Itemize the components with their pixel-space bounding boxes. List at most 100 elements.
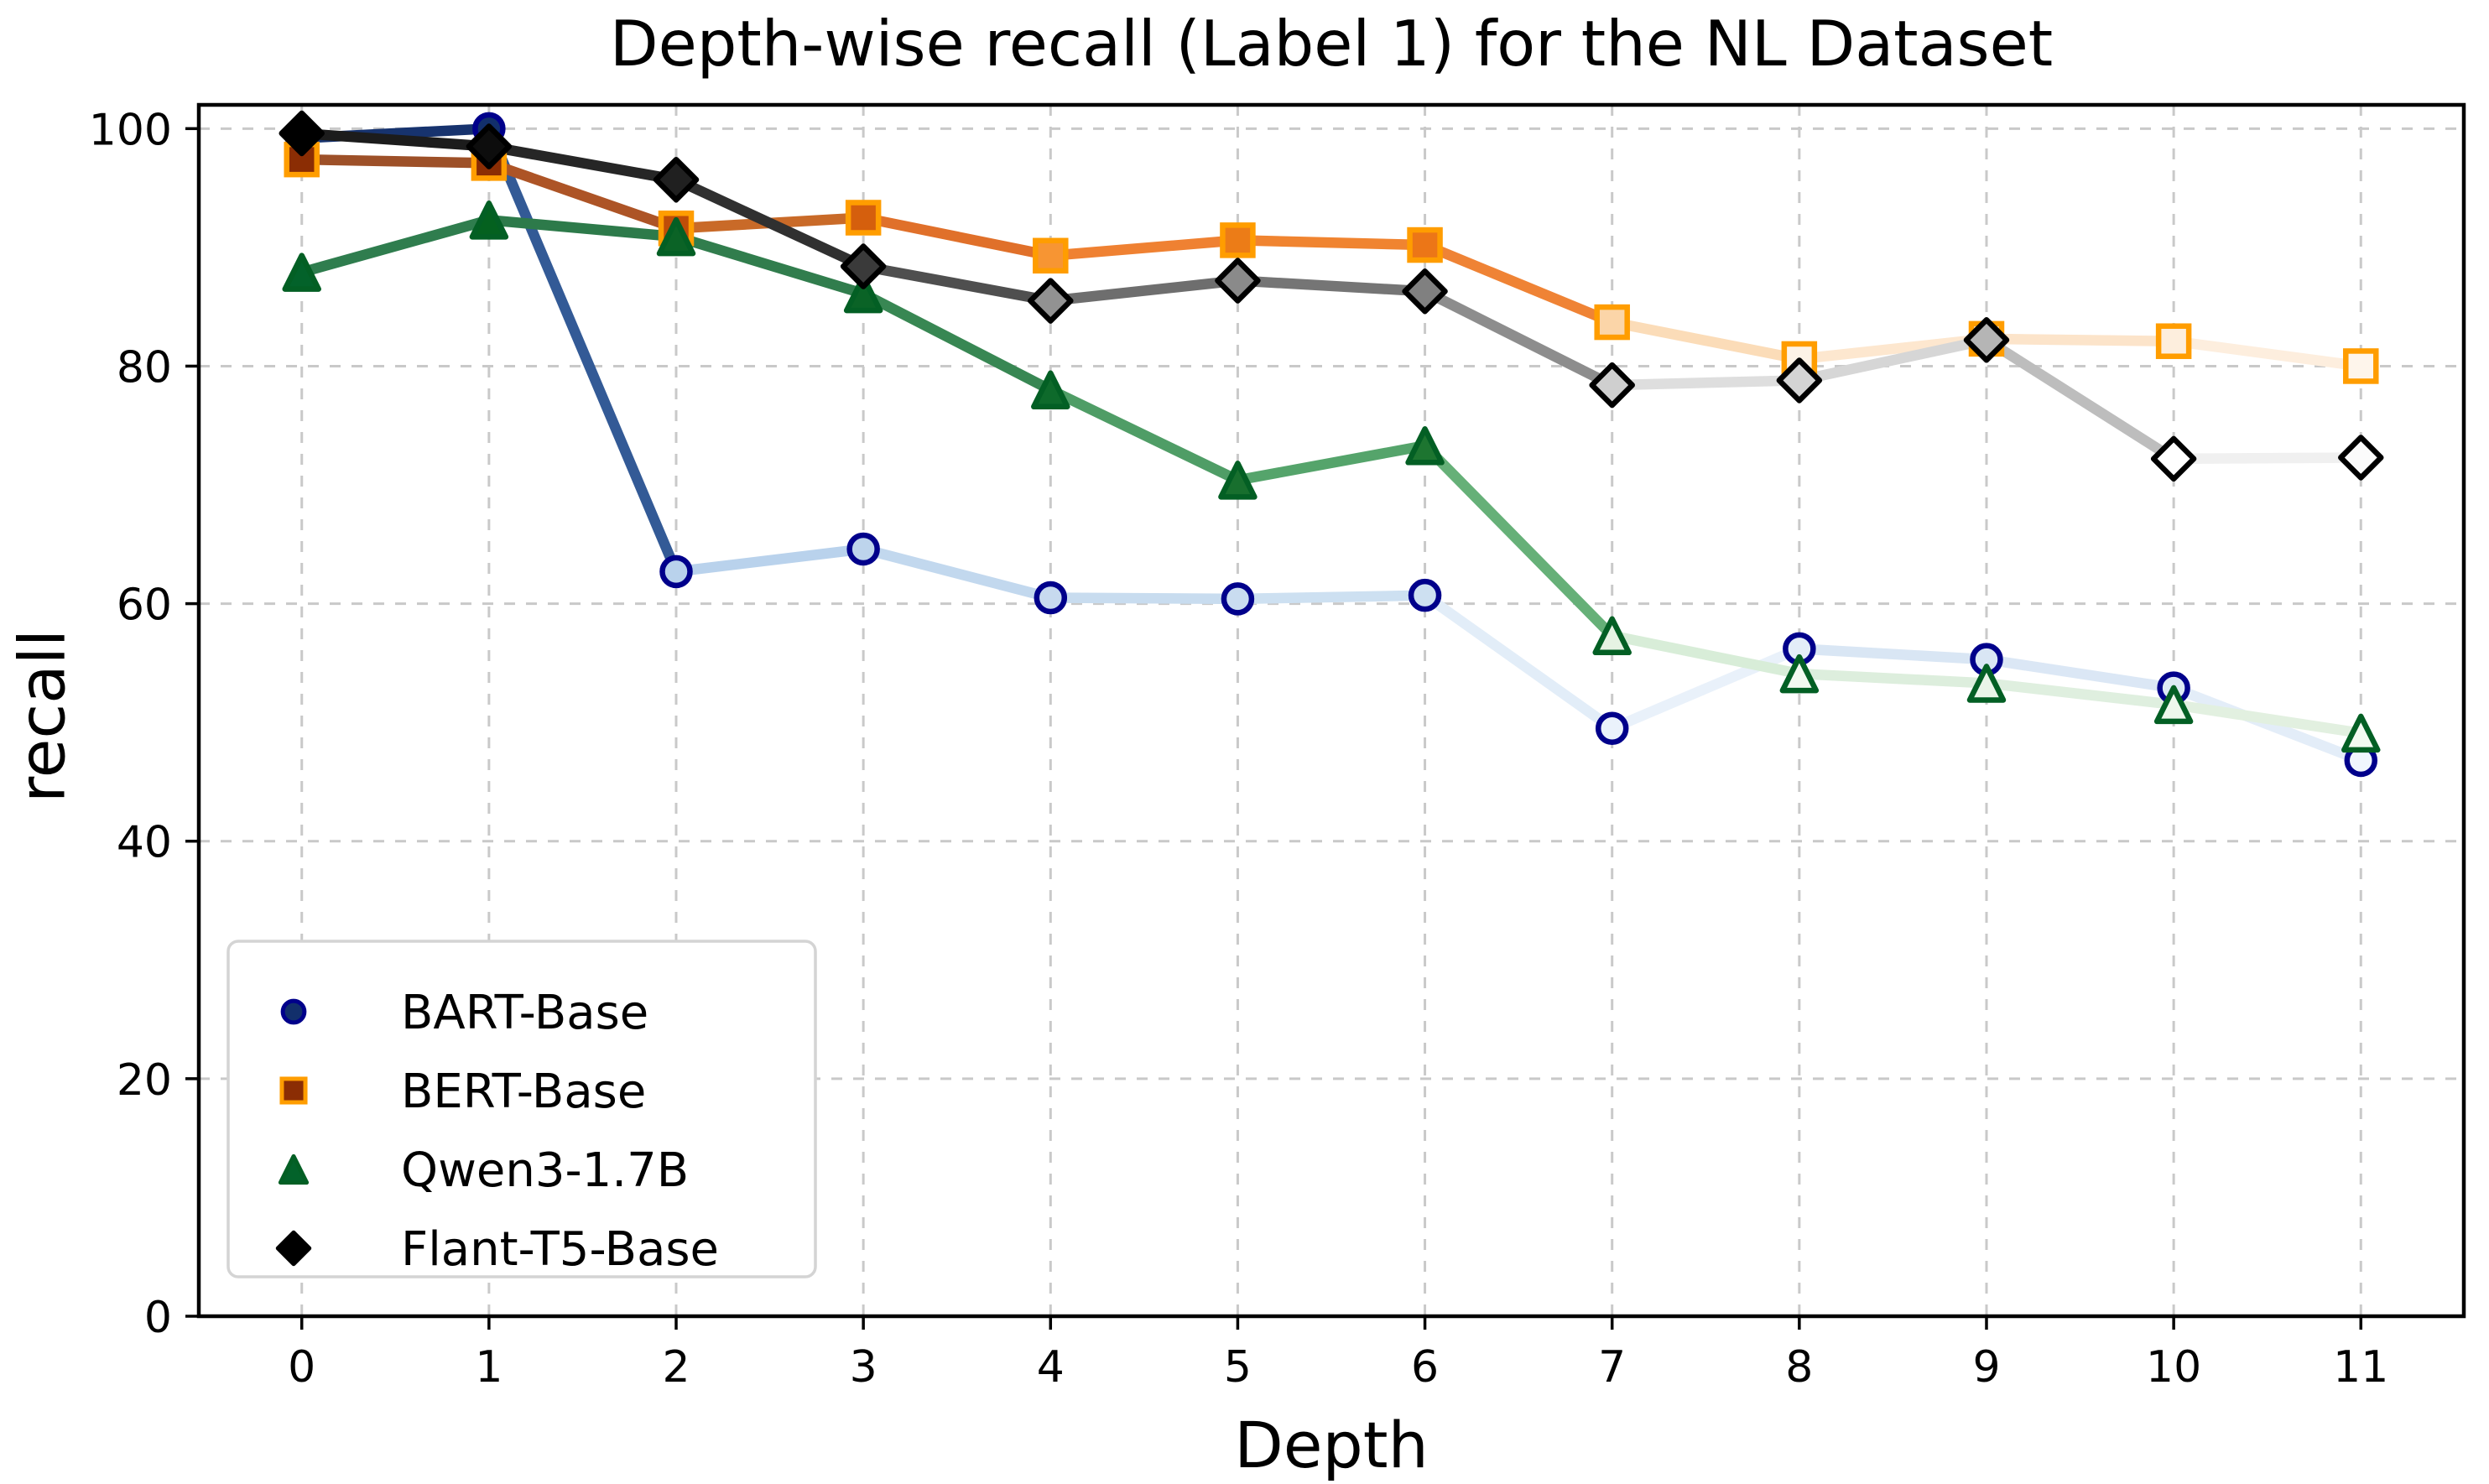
series-line-segment [857, 288, 1056, 396]
series-line-segment [1232, 235, 1430, 251]
series-line-segment [1419, 440, 1617, 642]
data-point-marker [1966, 664, 2007, 703]
series-line-segment [1794, 335, 1992, 386]
data-point-marker [279, 110, 325, 157]
data-point-marker [843, 273, 883, 314]
data-point-marker [1407, 227, 1443, 263]
y-tick-label: 100 [89, 105, 172, 155]
x-axis-label: Depth [1234, 1408, 1429, 1482]
x-tick-label: 8 [1785, 1342, 1813, 1393]
data-point-marker [846, 532, 880, 566]
series-line-segment [1606, 630, 1805, 680]
series-line-segment [483, 158, 682, 234]
x-tick-label: 11 [2333, 1342, 2388, 1393]
legend-marker [280, 998, 307, 1025]
data-point-marker [1405, 426, 1445, 466]
series-line-segment [2168, 452, 2367, 465]
data-point-marker [2343, 348, 2379, 384]
series-line-segment [296, 215, 495, 278]
data-point-marker [653, 156, 700, 203]
series-line-segment [1981, 333, 2179, 346]
series-line-segment [483, 123, 682, 577]
legend-label: Flant-T5-Base [401, 1222, 719, 1277]
series-line-segment [1232, 440, 1430, 486]
series-line-segment [1419, 239, 1617, 328]
x-tick-label: 1 [475, 1342, 502, 1393]
data-point-marker [845, 200, 882, 236]
x-tick-label: 7 [1598, 1342, 1626, 1393]
series-line-segment [1794, 643, 1992, 665]
data-point-marker [282, 253, 321, 292]
data-point-marker [469, 200, 509, 240]
series-line-segment [296, 154, 495, 169]
data-point-marker [1776, 357, 1823, 404]
x-tick-label: 4 [1037, 1342, 1065, 1393]
series-line-segment [1232, 590, 1430, 605]
x-tick-label: 2 [662, 1342, 690, 1393]
data-point-marker [840, 243, 887, 289]
data-point-marker [1402, 268, 1448, 315]
series-line-segment [1981, 653, 2179, 694]
legend-box [227, 940, 817, 1278]
data-point-marker [2150, 435, 2197, 482]
series-line-segment [2168, 699, 2367, 739]
x-tick-label: 6 [1411, 1342, 1439, 1393]
data-point-marker [2155, 323, 2192, 359]
series-line-segment [2168, 336, 2367, 372]
series-line-segment [1419, 590, 1617, 734]
chart-title: Depth-wise recall (Label 1) for the NL D… [609, 7, 2054, 81]
series-line-segment [1045, 235, 1243, 262]
series-line-segment [1045, 275, 1243, 306]
series-line-segment [1606, 643, 1805, 734]
data-point-marker [1408, 578, 1442, 612]
series-line-segment [1232, 275, 1430, 297]
legend-label: BART-Base [401, 986, 648, 1040]
series-line-segment [857, 212, 1056, 262]
x-tick-label: 3 [850, 1342, 877, 1393]
series-line-segment [857, 261, 1056, 306]
series-line-segment [670, 544, 869, 577]
legend-marker [278, 1153, 310, 1185]
data-point-marker [1218, 461, 1258, 500]
legend-marker [275, 1230, 312, 1267]
data-point-marker [1595, 711, 1629, 745]
series-line-segment [670, 174, 869, 272]
data-point-marker [1589, 362, 1635, 409]
data-point-marker [1221, 582, 1255, 616]
series-line-segment [1981, 335, 2179, 465]
data-point-marker [2338, 435, 2384, 481]
data-point-marker [1034, 581, 1068, 615]
x-tick-label: 0 [288, 1342, 315, 1393]
y-tick-label: 60 [117, 581, 172, 631]
series-line-segment [483, 215, 682, 242]
data-point-marker [1779, 653, 1820, 694]
data-point-marker [1033, 237, 1069, 274]
series-line-segment [670, 231, 869, 299]
series-line-segment [483, 141, 682, 185]
data-point-marker [656, 216, 696, 257]
series-line-segment [1794, 668, 1992, 689]
series-line-segment [1045, 592, 1243, 605]
series-line-segment [1981, 678, 2179, 711]
data-point-marker [1220, 222, 1256, 258]
series-line-segment [1419, 286, 1617, 391]
series-line-segment [296, 128, 495, 152]
data-point-marker [2341, 713, 2381, 753]
data-point-marker [659, 555, 693, 589]
y-tick-label: 0 [144, 1293, 172, 1343]
data-point-marker [466, 123, 513, 169]
series-line-segment [1606, 316, 1805, 365]
x-tick-label: 9 [1972, 1342, 2000, 1393]
legend-marker [279, 1076, 308, 1105]
data-point-marker [1963, 317, 2010, 363]
data-point-marker [1215, 258, 1261, 304]
legend-label: Qwen3-1.7B [401, 1143, 689, 1198]
plot-border [196, 102, 2466, 1319]
data-point-marker [1594, 304, 1630, 341]
series-line-segment [1045, 384, 1243, 486]
y-axis-label: recall [4, 629, 80, 803]
y-tick-label: 40 [117, 818, 172, 868]
series-line-segment [2168, 682, 2367, 766]
